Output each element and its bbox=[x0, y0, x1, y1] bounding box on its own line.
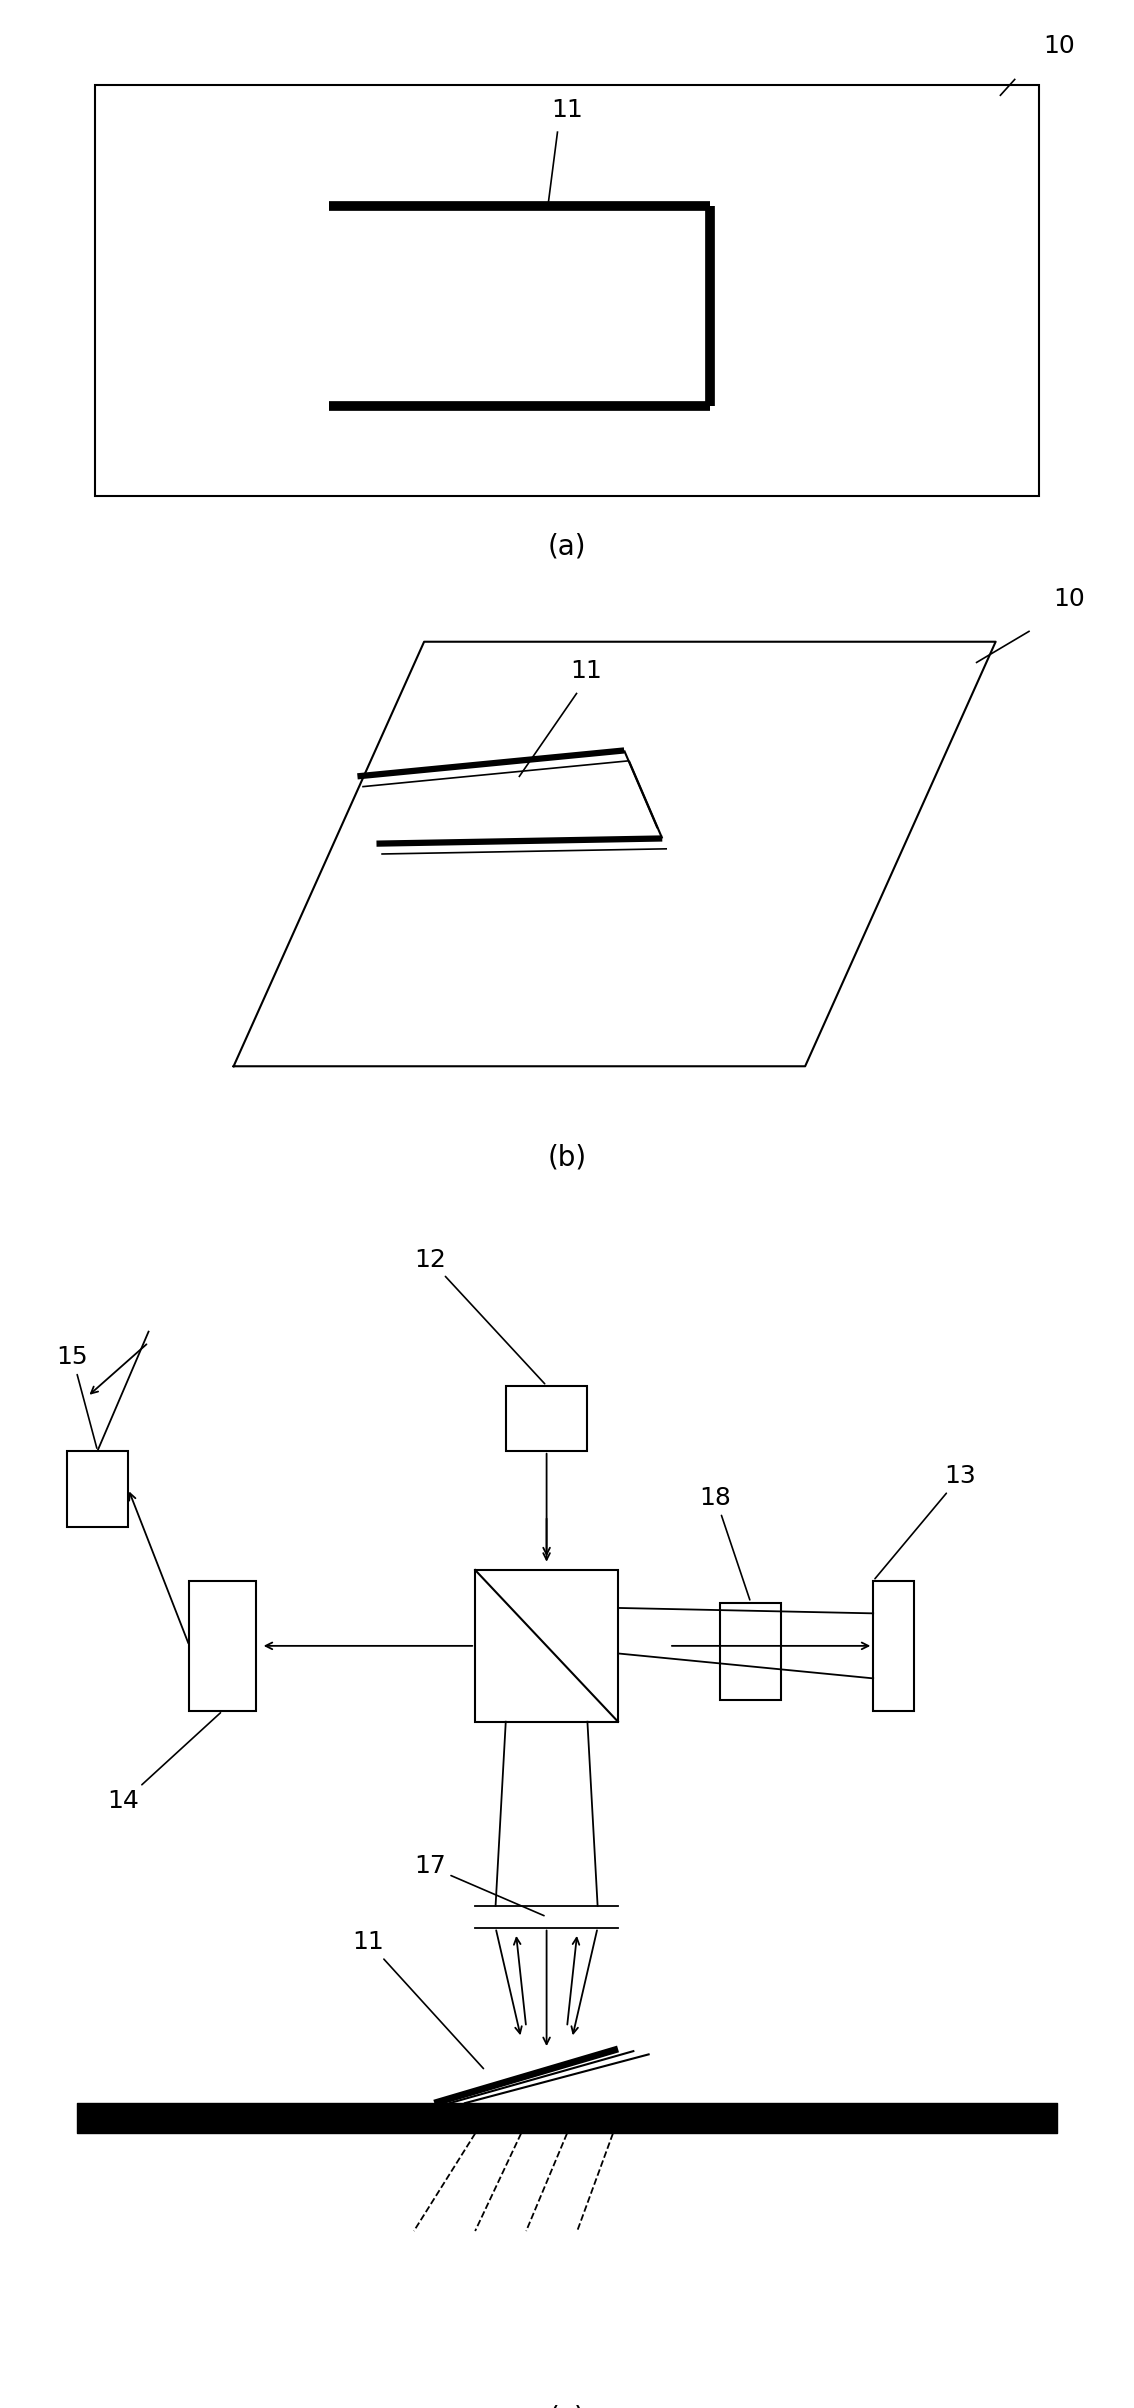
Text: 15: 15 bbox=[57, 1346, 96, 1447]
Text: (a): (a) bbox=[548, 532, 586, 561]
Bar bbox=[873, 1580, 914, 1710]
Text: 14: 14 bbox=[108, 1712, 220, 1813]
Text: 18: 18 bbox=[700, 1486, 750, 1599]
Bar bbox=[475, 1570, 618, 1722]
Text: 12: 12 bbox=[414, 1247, 544, 1385]
Bar bbox=[720, 1604, 781, 1700]
Bar bbox=[67, 1450, 128, 1527]
Text: 13: 13 bbox=[875, 1464, 976, 1580]
Bar bbox=[506, 1387, 587, 1450]
Text: 10: 10 bbox=[1052, 588, 1084, 612]
Text: 11: 11 bbox=[551, 99, 583, 120]
Bar bbox=[189, 1580, 256, 1710]
Text: 11: 11 bbox=[570, 660, 602, 684]
Text: 10: 10 bbox=[1043, 34, 1075, 58]
Text: (c): (c) bbox=[549, 2403, 585, 2408]
Text: (b): (b) bbox=[548, 1144, 586, 1173]
Text: 11: 11 bbox=[353, 1931, 483, 2068]
Text: 17: 17 bbox=[414, 1854, 544, 1917]
